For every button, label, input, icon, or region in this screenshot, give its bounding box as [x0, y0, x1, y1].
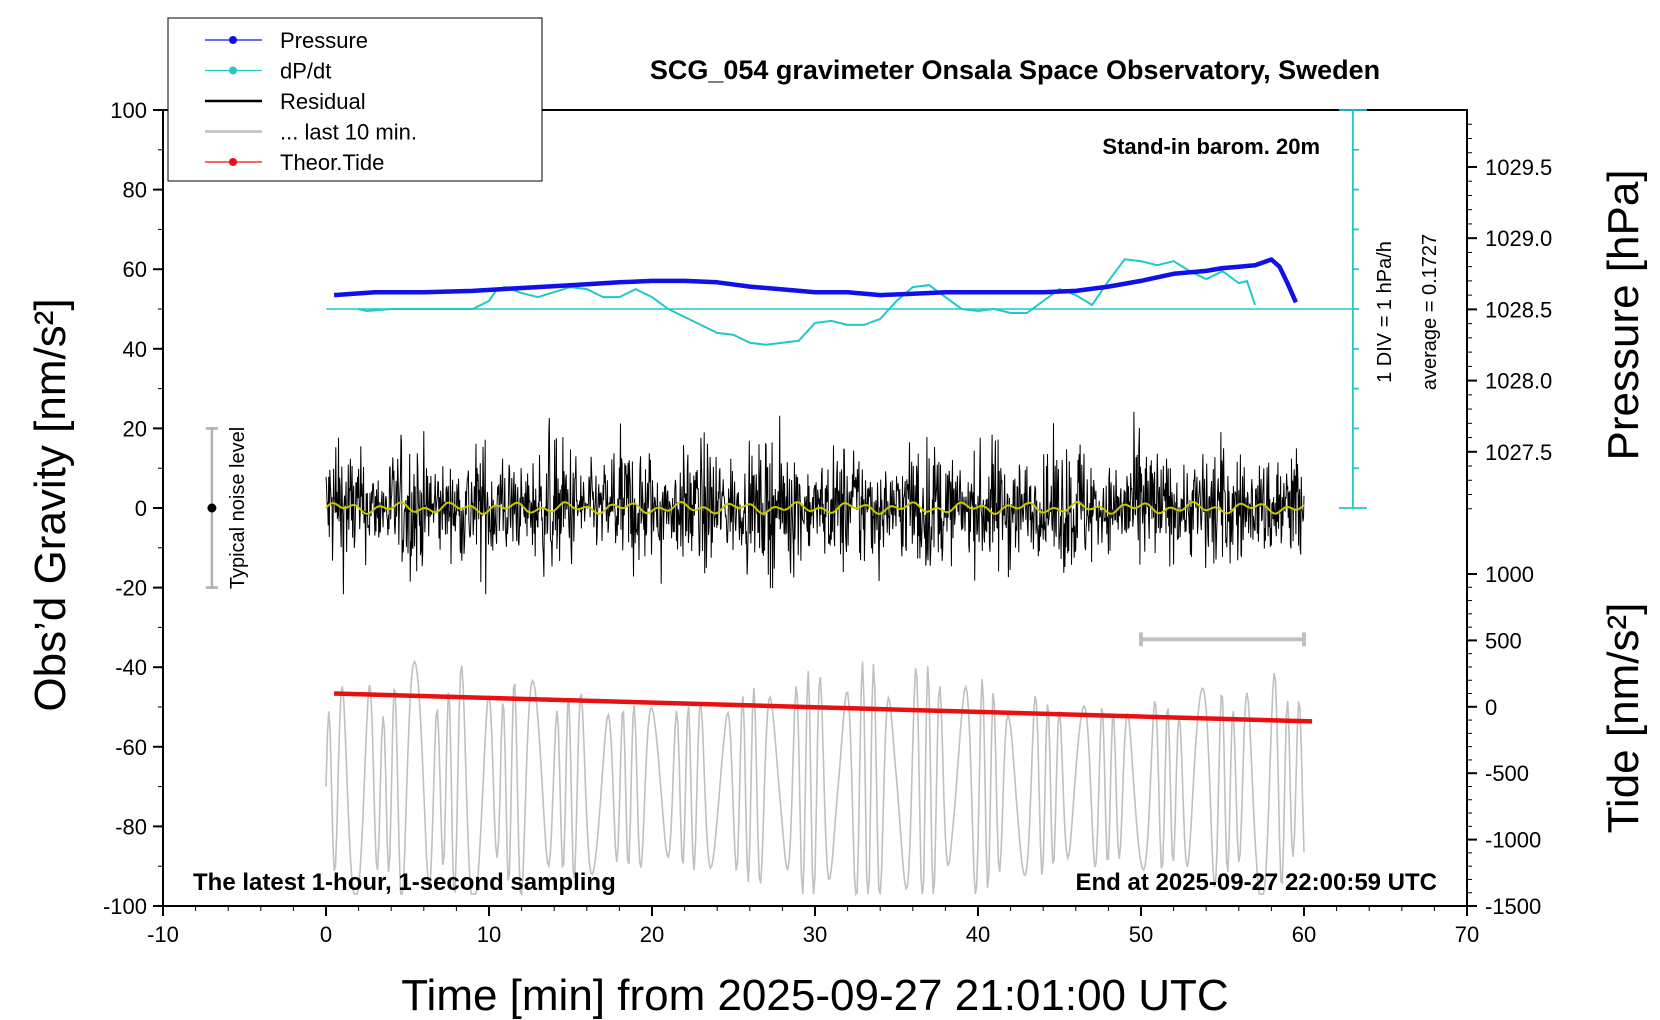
x-axis-title: Time [min] from 2025-09-27 21:01:00 UTC [401, 971, 1228, 1020]
y-tick-label: -80 [115, 814, 147, 839]
last10-series-line [325, 659, 1305, 897]
legend-swatch-dot [229, 66, 237, 75]
legend-swatch-dot [229, 36, 237, 44]
legend-label: Residual [280, 89, 366, 114]
y-tick-label: 20 [123, 416, 147, 441]
legend-swatch-dot [229, 158, 237, 166]
x-tick-label: 60 [1292, 922, 1316, 947]
y-axis-pressure: 1029.5 1029.0 1028.5 1028.0 1027.5 [1467, 123, 1552, 510]
legend-label: ... last 10 min. [280, 120, 417, 145]
y-tick-label: 60 [123, 257, 147, 282]
tide-tick-label: -1000 [1485, 828, 1541, 853]
scale-div-note: 1 DIV = 1 hPa/h [1374, 241, 1396, 383]
pressure-tick-label: 1029.0 [1485, 226, 1552, 251]
legend-label: Pressure [280, 28, 368, 53]
residual-smoothed-series-line [325, 500, 1305, 515]
y-tick-label: -40 [115, 655, 147, 680]
x-tick-label: 10 [477, 922, 501, 947]
y-tick-label: -60 [115, 735, 147, 760]
noise-note: Typical noise level [227, 427, 249, 589]
legend-label: dP/dt [280, 59, 331, 84]
x-tick-label: 20 [640, 922, 664, 947]
sampling-note: The latest 1-hour, 1-second sampling [193, 869, 616, 896]
pressure-tick-label: 1028.5 [1485, 297, 1552, 322]
y-axis-gravity: 100 80 60 40 20 0 -20 -40 -60 -80 -100 [103, 98, 163, 919]
tide-tick-label: 0 [1485, 695, 1497, 720]
x-tick-label: 30 [803, 922, 827, 947]
residual-series-line [325, 411, 1305, 595]
tide-tick-label: -1500 [1485, 894, 1541, 919]
tide-tick-label: 500 [1485, 628, 1522, 653]
legend: Pressure dP/dt Residual ... last 10 min. The… [167, 17, 543, 182]
x-tick-label: 70 [1455, 922, 1479, 947]
barometer-note: Stand-in barom. 20m [1102, 134, 1320, 159]
y-axis-title-pressure: Pressure [hPa] [1599, 169, 1648, 460]
y-tick-label: 80 [123, 178, 147, 203]
x-tick-label: 40 [966, 922, 990, 947]
x-tick-label: 0 [320, 922, 332, 947]
annotations [205, 109, 1367, 647]
y-tick-label: 40 [123, 337, 147, 362]
chart-title: SCG_054 gravimeter Onsala Space Observat… [650, 55, 1380, 85]
tide-series-line [334, 691, 1313, 724]
tide-tick-label: 1000 [1485, 562, 1534, 587]
pressure-tick-label: 1028.0 [1485, 369, 1552, 394]
dpdt-series-line [358, 258, 1257, 346]
pressure-series-line [333, 257, 1298, 304]
tide-tick-label: -500 [1485, 761, 1529, 786]
y-tick-label: -100 [103, 894, 147, 919]
average-note: average = 0.1727 [1419, 234, 1441, 390]
y-tick-label: 0 [135, 496, 147, 521]
y-axis-tide: 1000 500 0 -500 -1000 -1500 [1467, 562, 1541, 919]
legend-label: Theor.Tide [280, 150, 384, 175]
pressure-tick-label: 1029.5 [1485, 155, 1552, 180]
series-group [325, 257, 1353, 897]
x-tick-label: -10 [147, 922, 179, 947]
pressure-tick-label: 1027.5 [1485, 440, 1552, 465]
x-tick-label: 50 [1129, 922, 1153, 947]
y-tick-label: -20 [115, 576, 147, 601]
x-axis: -10 0 10 20 30 40 50 60 70 [147, 906, 1479, 947]
y-axis-title-tide: Tide [nm/s²] [1599, 603, 1648, 834]
noise-bar-center-dot [207, 503, 217, 513]
legend-box [167, 17, 543, 182]
y-tick-label: 100 [110, 98, 147, 123]
y-axis-title-gravity: Obs’d Gravity [nm/s²] [26, 298, 75, 711]
end-time-note: End at 2025-09-27 22:00:59 UTC [1076, 869, 1438, 896]
